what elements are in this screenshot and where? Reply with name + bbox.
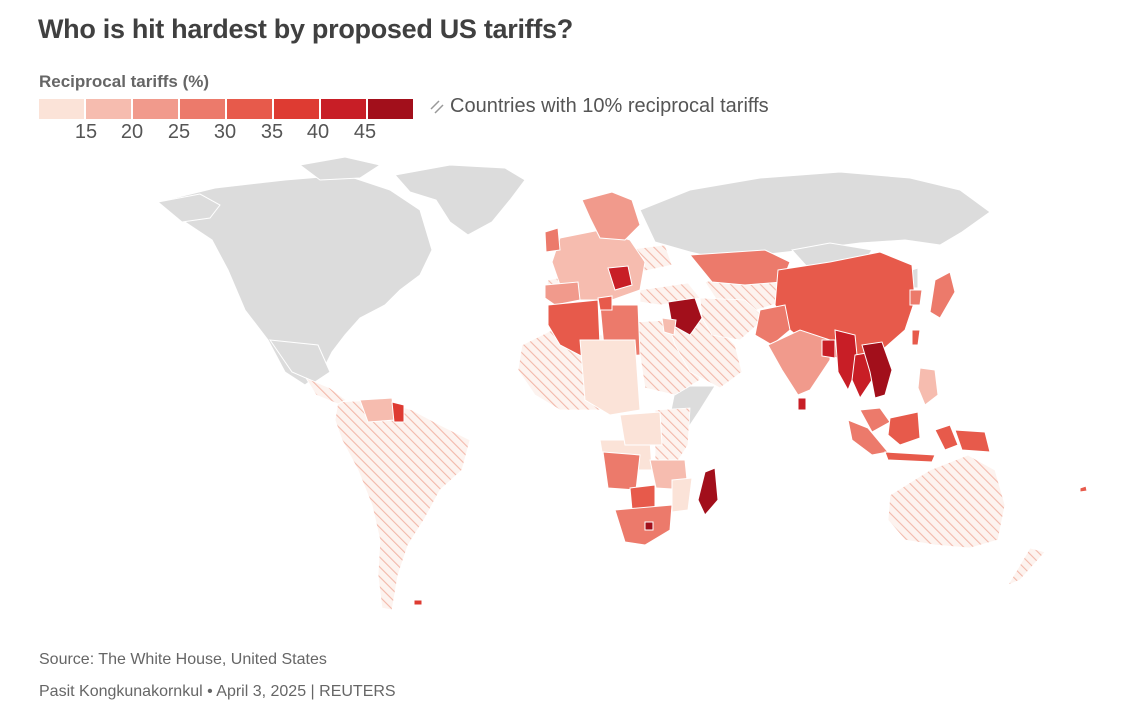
hatch-legend-label: Countries with 10% reciprocal tariffs bbox=[450, 95, 769, 117]
madagascar bbox=[697, 467, 719, 516]
legend-swatch bbox=[86, 99, 131, 119]
chart-title: Who is hit hardest by proposed US tariff… bbox=[38, 14, 573, 44]
east-africa bbox=[654, 407, 691, 471]
sulawesi-papua bbox=[934, 424, 991, 453]
taiwan bbox=[911, 329, 921, 346]
vietnam-laos bbox=[861, 341, 893, 399]
uk bbox=[544, 227, 561, 253]
south-korea bbox=[909, 289, 923, 306]
guyana bbox=[391, 401, 405, 423]
philippines bbox=[917, 367, 939, 406]
mozambique bbox=[671, 477, 693, 513]
north-america bbox=[156, 174, 433, 386]
legend-swatch bbox=[39, 99, 84, 119]
legend-swatch bbox=[368, 99, 413, 119]
botswana bbox=[629, 484, 656, 511]
legend-swatch bbox=[321, 99, 366, 119]
nigeria-area bbox=[579, 339, 641, 416]
legend-tick: 45 bbox=[353, 121, 377, 143]
legend-tick: 20 bbox=[120, 121, 144, 143]
sumatra bbox=[847, 419, 889, 456]
alaska bbox=[156, 193, 221, 223]
greenland bbox=[394, 164, 526, 236]
balkans bbox=[607, 265, 633, 291]
legend-tick: 40 bbox=[306, 121, 330, 143]
borneo bbox=[887, 411, 921, 446]
central-america bbox=[305, 377, 347, 405]
sri-lanka bbox=[797, 397, 807, 411]
lesotho bbox=[644, 521, 654, 531]
hatch-pattern-icon bbox=[430, 99, 444, 114]
legend-tick: 25 bbox=[167, 121, 191, 143]
legend-ticks: 15 20 25 30 35 40 45 bbox=[39, 121, 415, 147]
legend-swatch bbox=[274, 99, 319, 119]
hatch-legend: Countries with 10% reciprocal tariffs bbox=[430, 95, 769, 118]
byline: Pasit Kongkunakornkul • April 3, 2025 | … bbox=[39, 683, 396, 700]
jordan bbox=[661, 317, 677, 336]
legend-swatch bbox=[180, 99, 225, 119]
legend-title: Reciprocal tariffs (%) bbox=[39, 72, 210, 91]
pakistan bbox=[754, 304, 791, 346]
tunisia bbox=[597, 295, 613, 311]
australia bbox=[887, 454, 1006, 549]
south-africa bbox=[614, 504, 673, 546]
falklands bbox=[413, 599, 423, 606]
mexico bbox=[268, 339, 331, 383]
java bbox=[884, 451, 936, 463]
legend-swatch bbox=[133, 99, 178, 119]
legend-tick: 15 bbox=[74, 121, 98, 143]
new-zealand bbox=[1007, 547, 1046, 586]
source-note: Source: The White House, United States bbox=[39, 651, 327, 668]
legend-tick: 35 bbox=[260, 121, 284, 143]
legend-swatch bbox=[227, 99, 272, 119]
kazakhstan bbox=[689, 249, 791, 286]
namibia bbox=[602, 451, 641, 491]
world-map bbox=[156, 156, 1088, 611]
india bbox=[767, 329, 831, 396]
south-america bbox=[334, 399, 471, 611]
scandinavia bbox=[581, 191, 641, 241]
drc bbox=[619, 411, 663, 446]
legend-tick: 30 bbox=[213, 121, 237, 143]
canadian-arctic bbox=[298, 156, 382, 181]
mauritius bbox=[1079, 485, 1088, 493]
japan bbox=[929, 271, 956, 319]
bangladesh bbox=[821, 339, 836, 359]
color-scale bbox=[39, 99, 415, 119]
iberia bbox=[544, 281, 581, 306]
